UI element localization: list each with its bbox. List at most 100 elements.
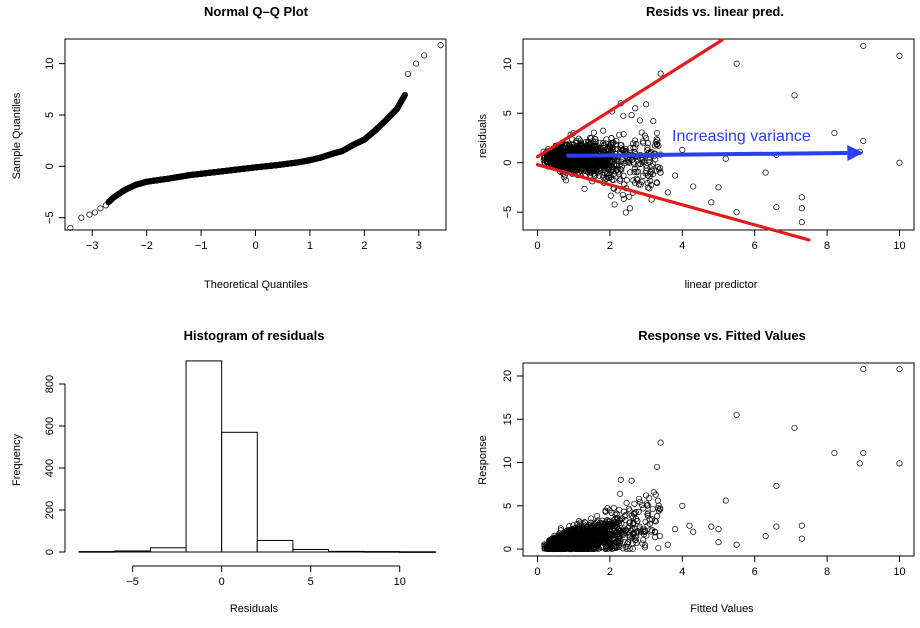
resp-point [640,536,647,544]
resp-point [722,497,729,504]
resid-point [581,185,588,192]
resp-point [563,538,570,545]
resid-annotation: Increasing variance [672,128,811,145]
resid-point [643,101,650,108]
resp-point [587,523,594,531]
resp-point [579,525,586,532]
resid-point [556,155,563,162]
resid-y-tick-label: 5 [502,110,514,116]
resid-point [643,165,650,172]
resp-point [610,504,617,511]
resid-point [562,141,570,148]
resid-point [563,142,570,149]
resid-point [604,160,611,167]
resid-point [664,189,671,196]
resp-point [626,545,633,552]
resid-point [631,169,638,176]
qq-x-tick-label: 1 [307,240,313,252]
resid-point [650,118,657,125]
hist-y-tick-label: 0 [44,549,56,555]
resp-point [636,525,643,532]
resid-point [583,145,590,152]
hist-y-tick-label: 200 [44,501,56,519]
resp-point [798,535,805,542]
resp-point [649,505,656,513]
hist-y-tick-label: 400 [44,459,56,477]
resp-point [655,544,662,552]
resp-point [592,531,599,538]
resid-point [652,156,659,163]
resid-point [653,179,660,186]
qq-point [78,214,85,221]
resid-point [653,140,660,148]
resp-point [640,505,647,512]
resid-point [618,146,626,153]
resid-point [600,140,607,147]
qq-point [421,52,428,59]
hist-title: Histogram of residuals [184,328,325,343]
hist-panel: Histogram of residuals Residuals Frequen… [11,328,436,615]
resp-point [603,523,610,530]
resp-point [602,508,609,515]
resp-point [635,495,642,502]
hist-xlabel: Residuals [230,603,279,615]
resid-point [708,199,715,206]
resid-point [690,183,697,190]
resp-point [603,544,610,552]
resp-x-tick-label: 10 [893,566,905,578]
resid-point [637,160,644,167]
hist-y-tick-label: 600 [44,417,56,435]
qq-point [91,209,98,216]
hist-x-tick-label: −5 [126,576,139,588]
hist-x-tick-label: 5 [308,576,314,588]
resid-point [607,192,614,199]
resp-point [625,539,632,546]
resp-point [599,536,607,543]
hist-bar [221,431,258,553]
resid-point [590,163,597,171]
resid-point [679,146,686,153]
qq-axes: −3 −2 −1 0 1 2 3 −5 0 5 10 [44,58,422,252]
resp-point [653,463,661,470]
resp-title: Response vs. Fitted Values [638,328,806,343]
resid-point [639,172,647,180]
resid-point [657,169,664,176]
resp-point [632,509,639,516]
resid-point [647,169,654,176]
resid-point [588,160,595,167]
resid-y-tick-label: 10 [502,58,514,70]
resp-point [571,543,578,550]
resp-point [599,539,606,546]
resid-point [571,159,578,166]
resid-point [616,177,623,184]
resid-point [631,137,639,144]
resid-point [635,181,642,188]
resid-point [630,177,637,184]
resid-point [609,164,616,171]
resp-point [654,513,661,520]
resp-point [618,520,625,527]
resp-point [632,536,639,544]
resid-point [653,129,661,137]
resp-point [550,543,557,550]
resid-point [628,112,635,119]
hist-y-tick-label: 800 [44,375,56,393]
resp-point [608,530,615,537]
resp-point [622,512,629,519]
resp-point [629,545,636,552]
resp-point [569,544,576,551]
qq-point [97,205,104,212]
resp-point [614,543,621,550]
resp-point [625,505,632,512]
resid-overlay [535,38,864,242]
resp-point [654,497,661,504]
resid-point [600,144,607,152]
resp-point [553,535,560,542]
resp-point [575,525,583,532]
resp-point [611,531,618,538]
resid-x-tick-label: 4 [679,240,685,252]
resid-point [626,193,633,200]
resp-point [616,506,623,513]
resp-y-tick-label: 15 [502,413,514,425]
qq-x-tick-label: −3 [86,240,99,252]
